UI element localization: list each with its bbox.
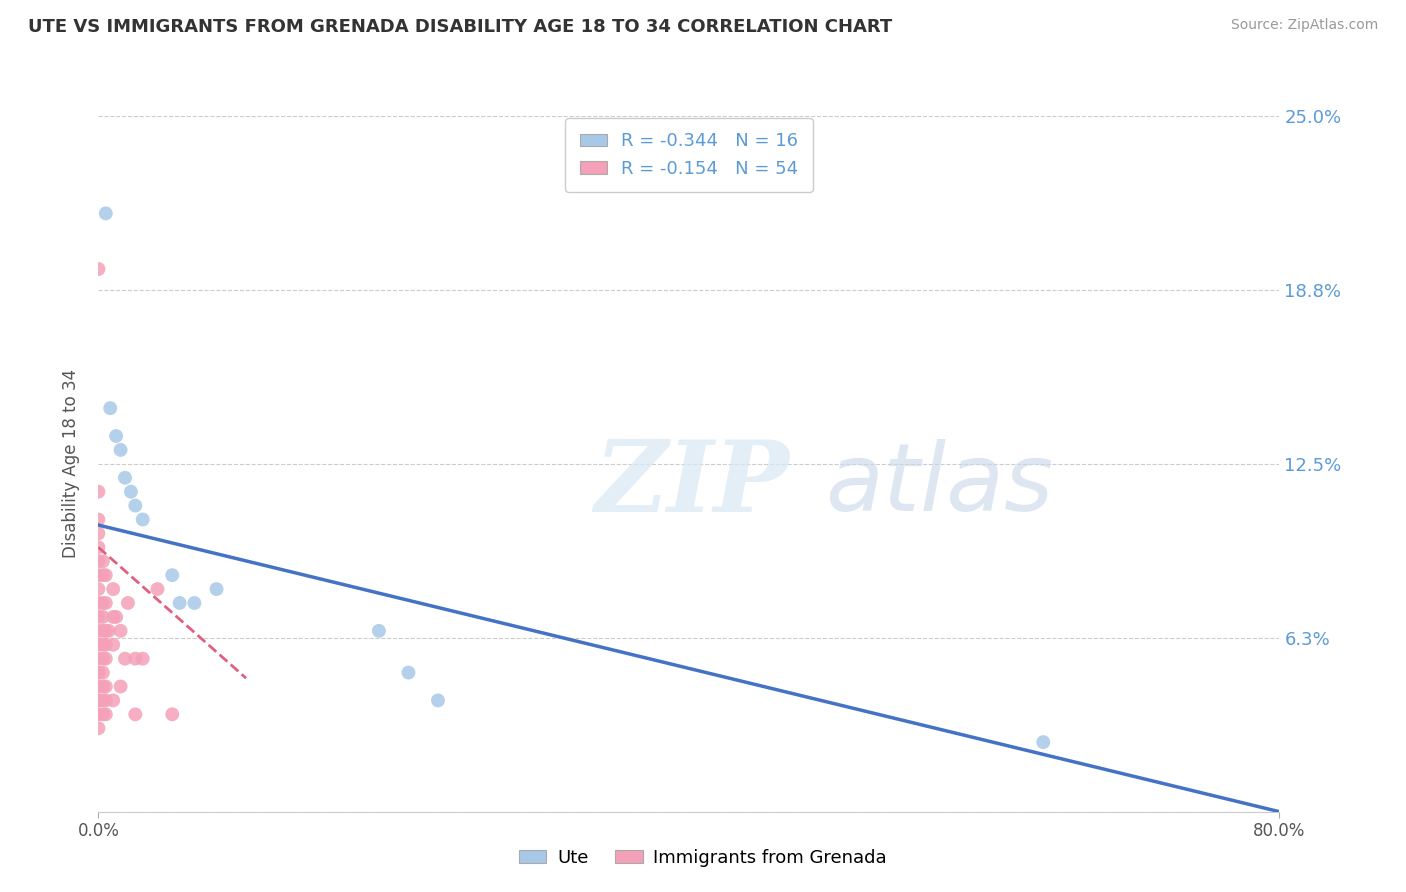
Point xyxy=(91,665,114,680)
Point xyxy=(396,665,419,680)
Legend: R = -0.344   N = 16, R = -0.154   N = 54: R = -0.344 N = 16, R = -0.154 N = 54 xyxy=(565,118,813,192)
Point xyxy=(87,680,110,694)
Point xyxy=(91,596,114,610)
Point xyxy=(97,624,120,638)
Point xyxy=(132,512,155,526)
Point xyxy=(183,596,205,610)
Point xyxy=(91,651,114,665)
Point xyxy=(114,651,136,665)
Point xyxy=(87,582,110,596)
Text: atlas: atlas xyxy=(825,439,1053,530)
Point xyxy=(146,582,169,596)
Point xyxy=(91,693,114,707)
Point xyxy=(87,262,110,277)
Point xyxy=(124,651,146,665)
Text: UTE VS IMMIGRANTS FROM GRENADA DISABILITY AGE 18 TO 34 CORRELATION CHART: UTE VS IMMIGRANTS FROM GRENADA DISABILIT… xyxy=(28,18,893,36)
Point xyxy=(110,442,132,457)
Point xyxy=(87,610,110,624)
Point xyxy=(205,582,228,596)
Point xyxy=(124,499,146,513)
Point xyxy=(120,484,142,499)
Point xyxy=(103,693,125,707)
Point xyxy=(87,665,110,680)
Point xyxy=(427,693,450,707)
Point xyxy=(94,568,117,582)
Point xyxy=(94,707,117,722)
Point xyxy=(87,665,110,680)
Point xyxy=(103,610,125,624)
Point xyxy=(87,638,110,652)
Point xyxy=(94,596,117,610)
Legend: Ute, Immigrants from Grenada: Ute, Immigrants from Grenada xyxy=(512,842,894,874)
Point xyxy=(117,596,139,610)
Point xyxy=(87,484,110,499)
Point xyxy=(94,680,117,694)
Point xyxy=(114,471,136,485)
Point xyxy=(87,693,110,707)
Point xyxy=(87,707,110,722)
Point xyxy=(91,680,114,694)
Point xyxy=(91,554,114,568)
Point xyxy=(87,693,110,707)
Point xyxy=(87,512,110,526)
Point xyxy=(91,568,114,582)
Point xyxy=(368,624,391,638)
Point xyxy=(91,624,114,638)
Point xyxy=(103,582,125,596)
Text: Source: ZipAtlas.com: Source: ZipAtlas.com xyxy=(1230,18,1378,32)
Point xyxy=(87,526,110,541)
Point xyxy=(87,568,110,582)
Point xyxy=(94,693,117,707)
Point xyxy=(87,624,110,638)
Point xyxy=(87,596,110,610)
Point xyxy=(91,707,114,722)
Point xyxy=(98,401,121,416)
Point xyxy=(1032,735,1054,749)
Point xyxy=(87,651,110,665)
Point xyxy=(110,680,132,694)
Text: ZIP: ZIP xyxy=(595,436,789,533)
Point xyxy=(124,707,146,722)
Point xyxy=(94,206,117,220)
Point xyxy=(169,596,191,610)
Point xyxy=(103,638,125,652)
Y-axis label: Disability Age 18 to 34: Disability Age 18 to 34 xyxy=(62,369,80,558)
Point xyxy=(110,624,132,638)
Point xyxy=(105,429,128,443)
Point xyxy=(87,554,110,568)
Point xyxy=(162,707,183,722)
Point xyxy=(87,721,110,735)
Point xyxy=(105,610,128,624)
Point xyxy=(94,651,117,665)
Point xyxy=(132,651,155,665)
Point xyxy=(162,568,183,582)
Point xyxy=(94,624,117,638)
Point xyxy=(91,610,114,624)
Point xyxy=(91,638,114,652)
Point xyxy=(94,638,117,652)
Point xyxy=(87,541,110,555)
